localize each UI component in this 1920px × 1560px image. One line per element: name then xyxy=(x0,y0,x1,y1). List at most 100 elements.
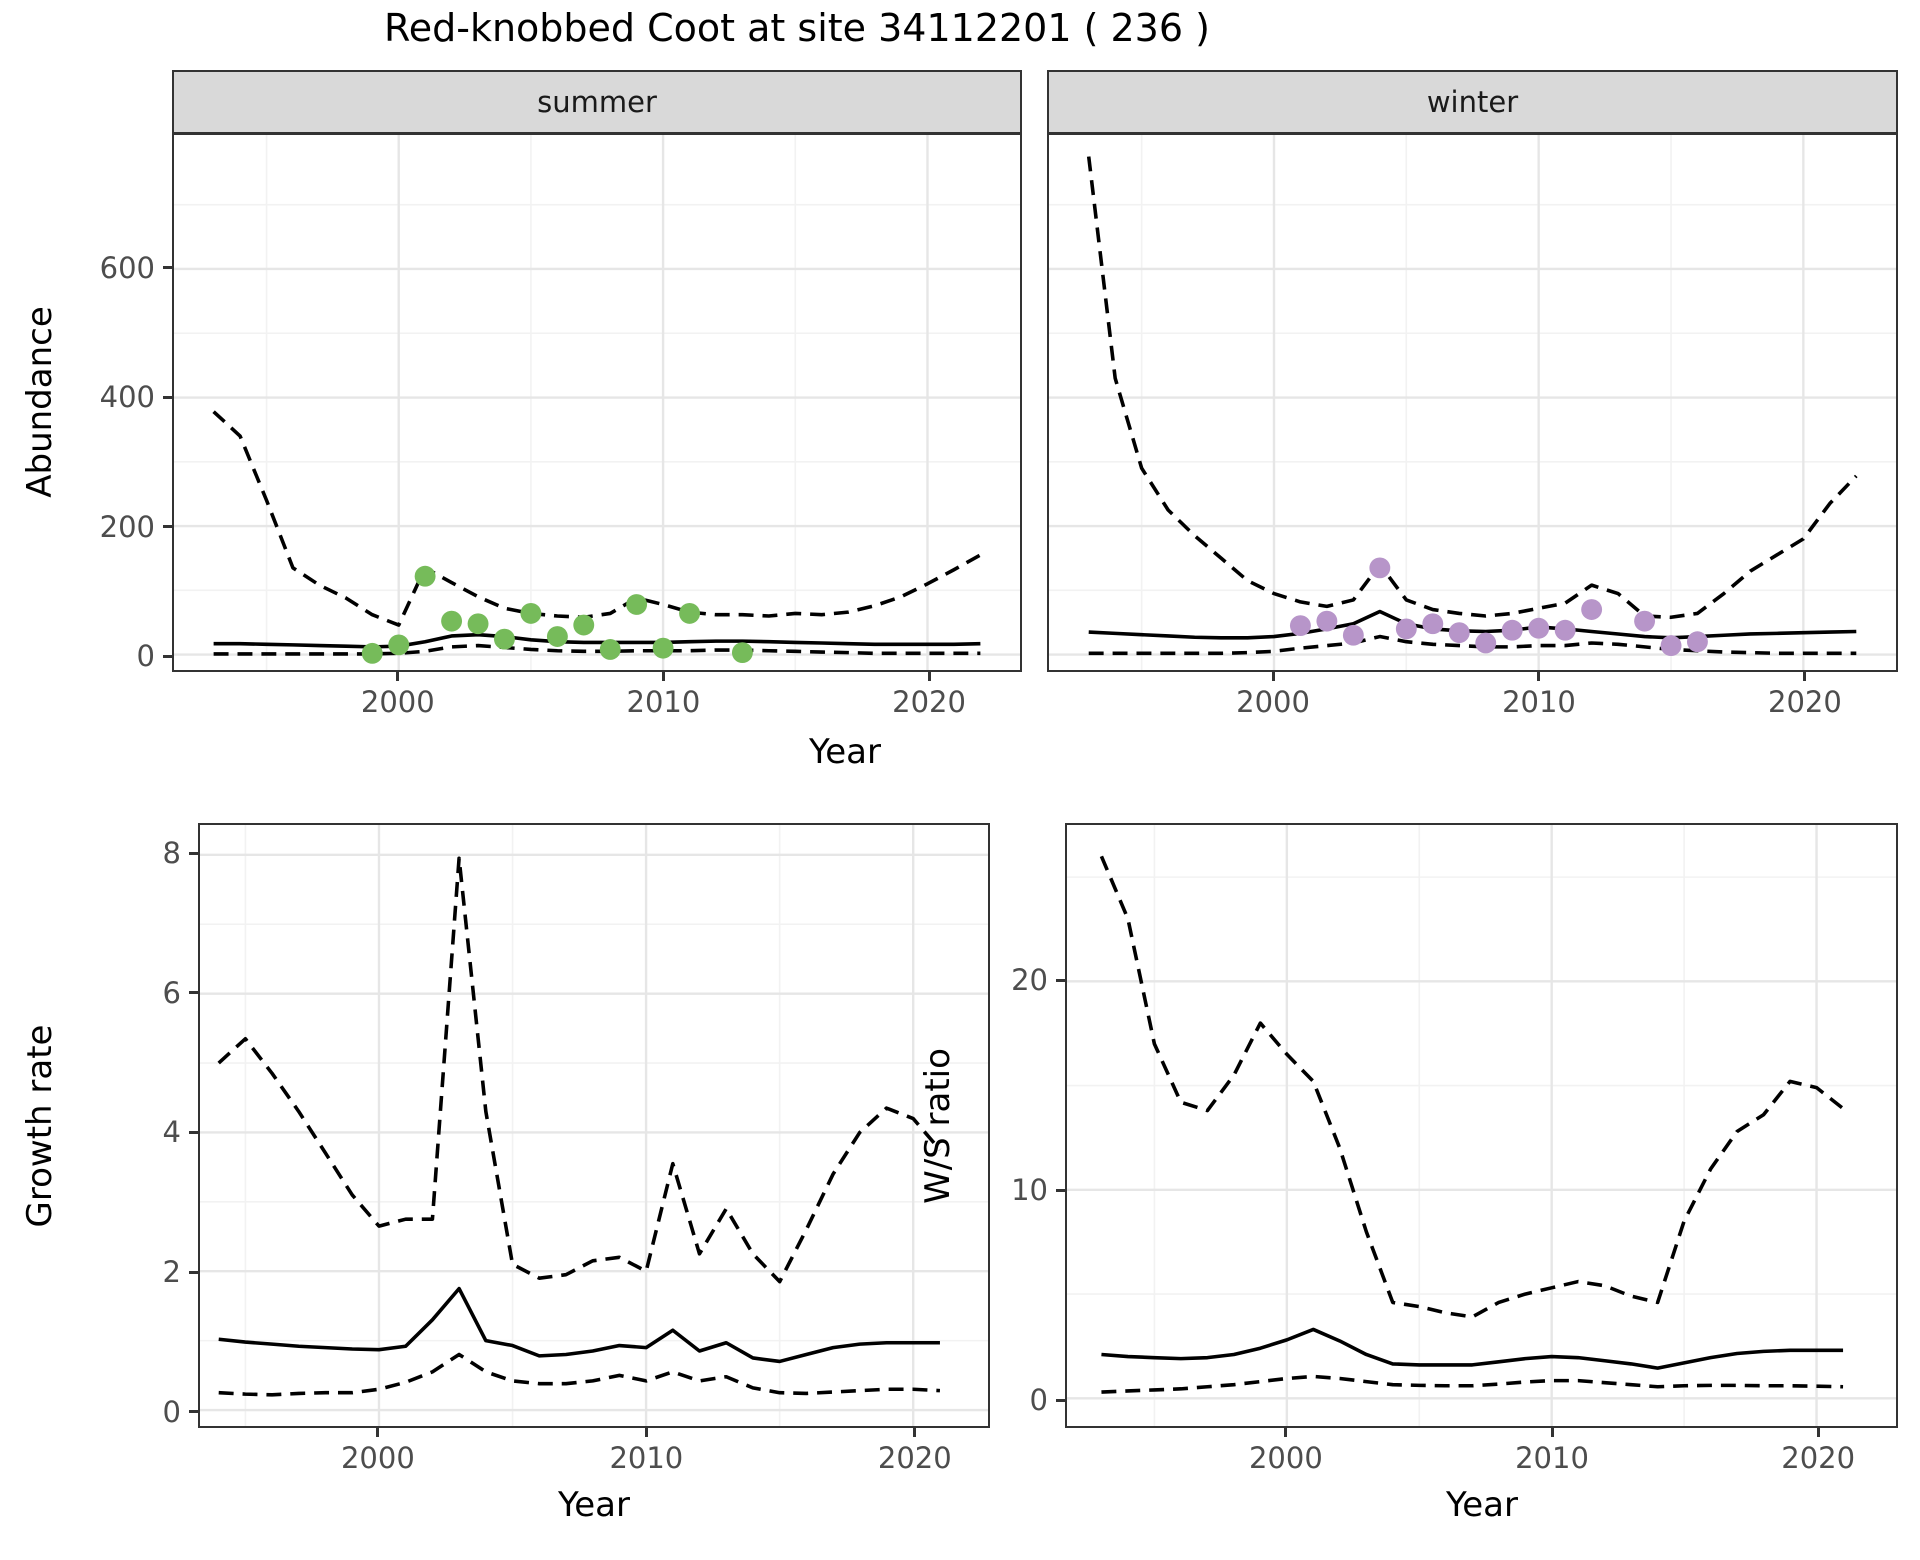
x-axis-tick-label: 2020 xyxy=(1781,1441,1856,1475)
growth-rate-plot xyxy=(200,825,988,1426)
winter-counts-point xyxy=(1581,599,1603,620)
x-axis-tick-label: 2010 xyxy=(1515,1441,1589,1475)
panel-growth-rate xyxy=(198,823,990,1428)
facet-strip-winter: winter xyxy=(1047,70,1898,134)
x-axis-tick-label: 2020 xyxy=(892,685,966,719)
x-axis-tick xyxy=(1550,1428,1554,1437)
x-axis-title-year-growth: Year xyxy=(558,1485,630,1525)
summer-counts-point xyxy=(679,603,701,624)
facet-label-winter: winter xyxy=(1426,85,1519,119)
y-axis-tick xyxy=(1056,1398,1065,1402)
x-axis-tick xyxy=(927,672,931,681)
x-axis-tick xyxy=(376,1428,380,1437)
summer-counts-point xyxy=(414,565,436,587)
winter-counts-point xyxy=(1369,557,1391,579)
series-lower-95ci xyxy=(213,643,981,656)
x-axis-tick xyxy=(1284,1428,1288,1437)
winter-abundance-plot xyxy=(1049,135,1896,670)
panel-ws-ratio xyxy=(1065,823,1898,1428)
summer-counts-point xyxy=(467,613,489,635)
x-axis-tick-label: 2000 xyxy=(340,1441,415,1475)
panel-winter-abundance xyxy=(1047,133,1898,672)
facet-label-summer: summer xyxy=(537,85,657,119)
y-axis-title-ws-ratio: W/S ratio xyxy=(918,1048,958,1204)
y-axis-tick-label: 0 xyxy=(136,639,155,674)
summer-counts-point xyxy=(361,642,383,664)
x-axis-tick-label: 2020 xyxy=(877,1441,952,1475)
x-axis-tick-label: 2000 xyxy=(1236,685,1310,719)
series-median xyxy=(218,1286,940,1364)
winter-counts-point xyxy=(1554,619,1576,641)
summer-counts-point xyxy=(493,628,515,650)
winter-counts-point xyxy=(1528,617,1550,639)
y-axis-tick xyxy=(163,266,172,270)
winter-counts-point xyxy=(1289,615,1311,637)
summer-counts-point xyxy=(388,634,410,656)
y-axis-tick xyxy=(163,654,172,658)
series-median xyxy=(1101,1327,1844,1370)
y-axis-tick-label: 0 xyxy=(1029,1383,1048,1418)
x-axis-tick xyxy=(396,672,400,681)
winter-counts-point xyxy=(1422,613,1444,635)
y-axis-tick xyxy=(1056,978,1065,982)
y-axis-tick-label: 400 xyxy=(99,380,155,415)
series-median xyxy=(213,632,981,649)
y-axis-tick xyxy=(163,525,172,529)
facet-strip-summer: summer xyxy=(172,70,1022,134)
y-axis-tick xyxy=(189,851,198,855)
x-axis-tick xyxy=(1816,1428,1820,1437)
winter-counts-point xyxy=(1501,619,1523,641)
y-axis-tick xyxy=(189,1130,198,1134)
x-axis-tick-label: 2010 xyxy=(609,1441,684,1475)
winter-counts-point xyxy=(1448,622,1470,644)
y-axis-tick xyxy=(163,395,172,399)
y-axis-tick-label: 0 xyxy=(162,1394,181,1429)
x-axis-title-year-top: Year xyxy=(809,732,881,772)
series-upper-95ci xyxy=(1086,156,1858,620)
summer-counts-point xyxy=(441,610,463,632)
y-axis-tick-label: 8 xyxy=(162,836,181,871)
y-axis-title-growth-rate: Growth rate xyxy=(20,1024,60,1228)
ws-ratio-plot xyxy=(1067,825,1896,1426)
winter-counts-point xyxy=(1342,624,1364,646)
x-axis-tick xyxy=(913,1428,917,1437)
x-axis-tick-label: 2000 xyxy=(1248,1441,1323,1475)
summer-counts-point xyxy=(520,603,542,624)
panel-summer-abundance xyxy=(172,133,1022,672)
x-axis-tick-label: 2000 xyxy=(360,685,435,719)
x-axis-tick xyxy=(1537,672,1541,681)
x-axis-tick-label: 2020 xyxy=(1768,685,1842,719)
x-axis-tick xyxy=(661,672,665,681)
x-axis-tick-label: 2010 xyxy=(626,685,701,719)
series-upper-95ci xyxy=(217,856,942,1284)
series-upper-95ci xyxy=(1099,855,1845,1319)
series-median xyxy=(1088,609,1857,640)
summer-counts-point xyxy=(626,594,648,615)
y-axis-tick-label: 10 xyxy=(1011,1173,1048,1208)
y-axis-title-abundance: Abundance xyxy=(20,306,60,498)
series-lower-95ci xyxy=(218,1352,941,1397)
series-upper-95ci xyxy=(212,410,982,627)
figure-title: Red-knobbed Coot at site 34112201 ( 236 … xyxy=(384,6,1210,50)
winter-counts-point xyxy=(1634,610,1656,632)
x-axis-tick xyxy=(1271,672,1275,681)
x-axis-tick xyxy=(1803,672,1807,681)
y-axis-tick xyxy=(189,991,198,995)
summer-counts-point xyxy=(652,637,674,659)
series-lower-95ci xyxy=(1101,1374,1844,1394)
y-axis-tick-label: 200 xyxy=(99,509,155,544)
winter-counts-point xyxy=(1660,635,1682,657)
winter-counts-point xyxy=(1316,610,1338,632)
y-axis-tick-label: 6 xyxy=(162,975,181,1010)
y-axis-tick-label: 2 xyxy=(162,1255,181,1290)
series-lower-95ci xyxy=(1088,634,1857,656)
winter-counts-point xyxy=(1686,631,1708,653)
y-axis-tick xyxy=(1056,1188,1065,1192)
summer-counts-point xyxy=(731,642,753,664)
winter-counts-point xyxy=(1395,618,1417,640)
y-axis-tick-label: 20 xyxy=(1011,963,1048,998)
x-axis-title-year-ws: Year xyxy=(1446,1485,1518,1525)
summer-counts-point xyxy=(546,626,568,647)
y-axis-tick xyxy=(189,1270,198,1274)
